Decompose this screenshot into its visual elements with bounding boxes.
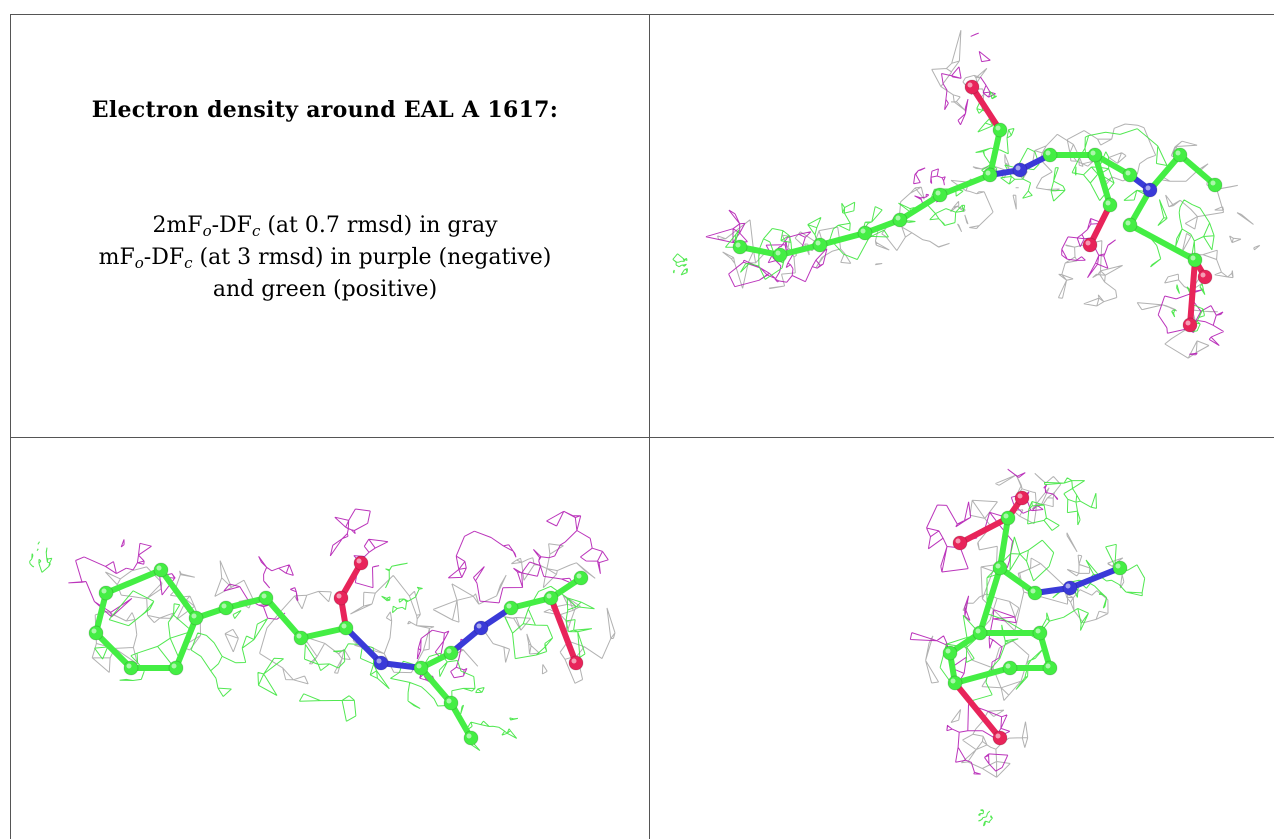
legend-line1-sub-o: o xyxy=(202,222,212,240)
legend-line1-prefix: 2mF xyxy=(152,213,203,238)
purple-mesh-2 xyxy=(941,32,996,126)
gray-mesh-4 xyxy=(432,574,531,667)
green-mesh-0 xyxy=(94,590,193,681)
legend-line-mfo-dfc: mFo-DFc (at 3 rmsd) in purple (negative) xyxy=(11,242,649,274)
legend-line2-sub-c: c xyxy=(184,254,193,272)
gray-mesh-9 xyxy=(1057,240,1123,307)
legend-line1-sub-c: c xyxy=(251,222,261,240)
legend-line2-mid: -DF xyxy=(143,245,185,270)
legend-line2-prefix: mF xyxy=(98,245,135,270)
caption-legend: 2mFo-DFc (at 0.7 rmsd) in gray mFo-DFc (… xyxy=(11,210,649,306)
purple-mesh-4 xyxy=(533,510,609,585)
table-border-left xyxy=(10,14,11,839)
purple-mesh-0 xyxy=(68,539,176,618)
legend-line2-suffix: (at 3 rmsd) in purple (negative) xyxy=(192,245,552,270)
green-mesh-6 xyxy=(1141,199,1215,268)
green-mesh-1 xyxy=(807,201,889,260)
purple-mesh-1 xyxy=(223,556,299,620)
molecule-model-view-1 xyxy=(732,79,1223,333)
legend-line-green: and green (positive) xyxy=(212,277,438,302)
green-mesh-7 xyxy=(29,541,53,573)
molecule-model-view-2 xyxy=(88,555,589,746)
green-mesh-2 xyxy=(1070,543,1146,609)
purple-mesh-3 xyxy=(447,530,541,604)
gray-mesh-3 xyxy=(1065,554,1125,624)
green-mesh-1 xyxy=(190,610,284,697)
gray-mesh-3 xyxy=(350,575,435,674)
purple-mesh-2 xyxy=(329,508,389,589)
green-mesh-2 xyxy=(298,643,390,722)
green-mesh-8 xyxy=(672,253,688,276)
green-mesh-3 xyxy=(1027,477,1097,531)
table-divider-horizontal xyxy=(10,437,1274,438)
electron-density-image-view-3 xyxy=(909,468,1146,827)
caption-title: Electron density around EAL A 1617: xyxy=(91,97,559,123)
purple-mesh-1 xyxy=(767,231,828,283)
electron-density-image-view-2 xyxy=(29,508,616,752)
electron-density-image-view-1 xyxy=(672,30,1261,359)
table-divider-vertical xyxy=(649,14,650,839)
green-mesh-5 xyxy=(504,585,595,660)
density-panel-bottom-left xyxy=(11,438,649,839)
molecule-model-view-3 xyxy=(942,490,1128,746)
green-mesh-4 xyxy=(460,687,519,752)
density-panel-top-right xyxy=(650,15,1274,437)
legend-line1-suffix: (at 0.7 rmsd) in gray xyxy=(260,213,498,238)
gray-mesh-6 xyxy=(1160,140,1238,230)
density-panel-bottom-right xyxy=(650,438,1274,839)
legend-line1-mid: -DF xyxy=(211,213,252,238)
legend-line-2mfo-dfc: 2mFo-DFc (at 0.7 rmsd) in gray xyxy=(11,210,649,242)
gray-mesh-4 xyxy=(1004,133,1084,192)
gray-mesh-1 xyxy=(925,593,1030,701)
gray-mesh-2 xyxy=(950,709,1029,778)
green-mesh-4 xyxy=(978,809,993,827)
caption-cell: Electron density around EAL A 1617: 2mFo… xyxy=(11,15,649,437)
table-border-top xyxy=(10,14,1274,15)
legend-line2-sub-o: o xyxy=(134,254,144,272)
green-mesh-6 xyxy=(381,562,423,614)
